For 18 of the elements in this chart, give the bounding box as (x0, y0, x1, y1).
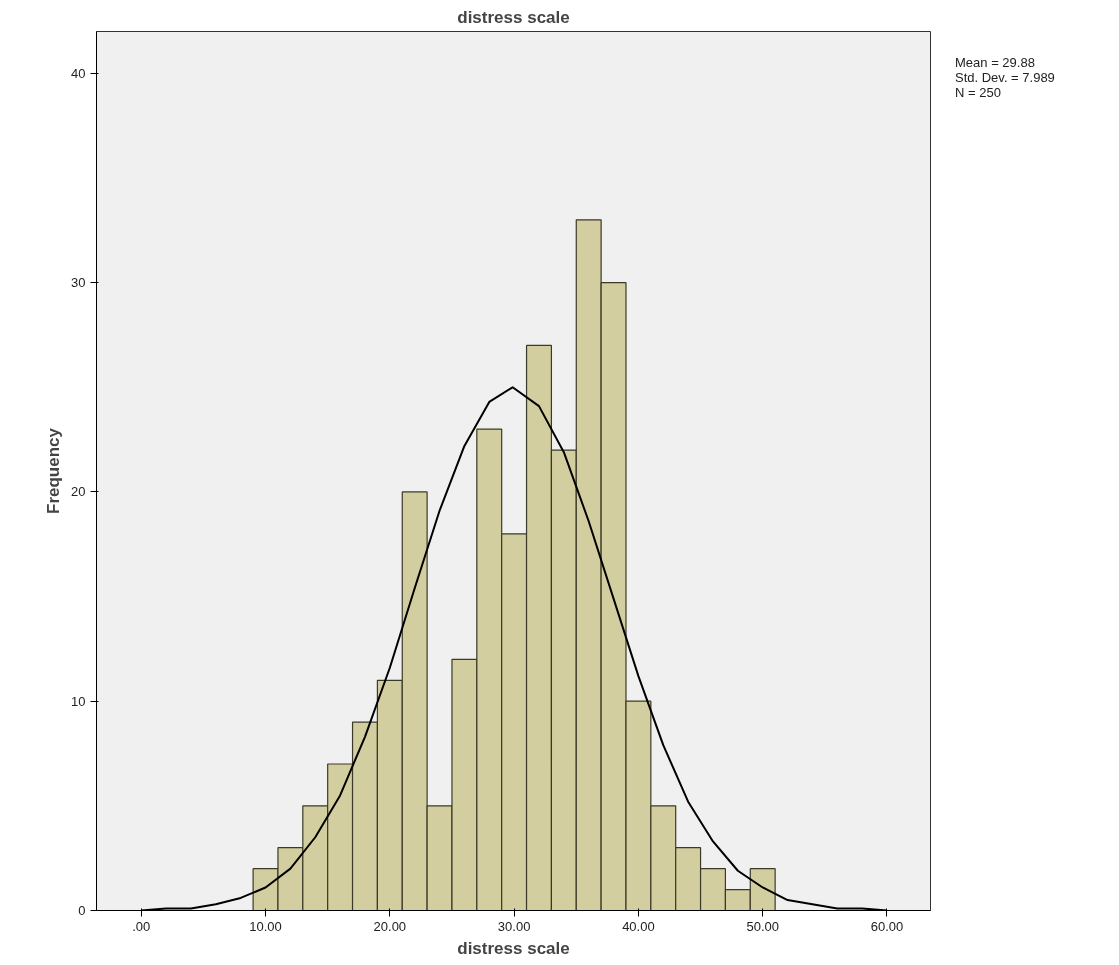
x-axis-title: distress scale (457, 938, 570, 958)
x-tick-label: 50.00 (746, 918, 779, 934)
y-axis-title: Frequency (44, 427, 64, 514)
text: Mean = 29.88 (955, 55, 1035, 70)
x-tick-label: 30.00 (497, 918, 531, 934)
y-tick-label: 0 (78, 903, 86, 918)
y-tick-label: 40 (71, 65, 86, 81)
y-tick-label: 20 (71, 484, 86, 500)
y-tick-label: 10 (71, 693, 86, 709)
text: N = 250 (955, 85, 1001, 100)
text: Std. Dev. = 7.989 (955, 70, 1055, 85)
x-tick-label: 20.00 (373, 918, 407, 934)
chart-title: distress scale (457, 7, 570, 27)
y-tick-label: 30 (71, 275, 86, 291)
x-tick-label: .00 (132, 918, 151, 934)
x-tick-label: 10.00 (249, 918, 282, 934)
x-tick-label: 40.00 (622, 918, 655, 934)
x-tick-label: 60.00 (870, 918, 904, 934)
